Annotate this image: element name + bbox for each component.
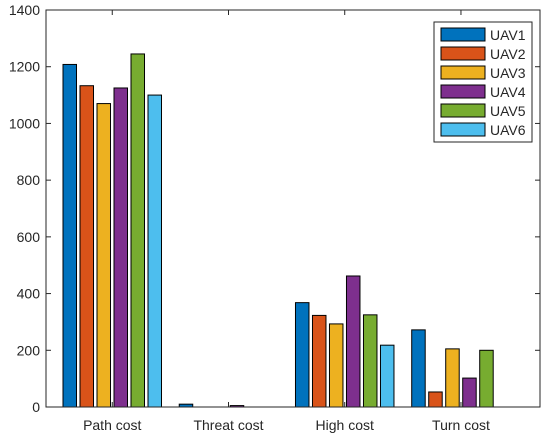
legend-swatch xyxy=(440,103,486,118)
bar-uav2-path-cost xyxy=(79,85,95,408)
legend-label: UAV3 xyxy=(490,65,526,81)
x-tick-label: Threat cost xyxy=(193,417,263,433)
bar-uav3-turn-cost xyxy=(445,348,460,408)
legend-swatch xyxy=(440,46,486,61)
bar-uav1-high-cost xyxy=(294,302,310,408)
bar-uav1-path-cost xyxy=(62,63,78,408)
y-tick-label: 800 xyxy=(17,172,41,188)
legend: UAV1 UAV2 UAV3 UAV4 UAV5 UAV6 xyxy=(433,21,533,143)
bar-uav5-high-cost xyxy=(362,314,378,408)
bars-layer xyxy=(62,53,494,408)
bar-uav6-high-cost xyxy=(379,344,395,408)
legend-label: UAV2 xyxy=(490,46,526,62)
y-tick-label: 0 xyxy=(32,399,40,415)
legend-label: UAV5 xyxy=(490,103,526,119)
legend-swatch xyxy=(440,65,486,80)
y-tick-label: 1000 xyxy=(9,115,40,131)
x-tick-label: Turn cost xyxy=(432,417,490,433)
y-tick-label: 200 xyxy=(17,342,41,358)
legend-swatch xyxy=(440,122,486,137)
bar-uav4-turn-cost xyxy=(462,377,477,408)
y-axis: 0 200 400 600 800 1000 1200 1400 xyxy=(9,2,540,415)
bar-uav5-path-cost xyxy=(130,53,146,408)
legend-box xyxy=(433,21,533,143)
bar-uav3-path-cost xyxy=(96,103,112,408)
y-tick-label: 400 xyxy=(17,286,41,302)
x-tick-label: High cost xyxy=(316,417,374,433)
bar-uav6-path-cost xyxy=(147,94,163,408)
y-tick-label: 1200 xyxy=(9,59,40,75)
bar-uav4-high-cost xyxy=(345,275,361,408)
plot-frame xyxy=(45,9,541,408)
y-tick-label: 1400 xyxy=(9,2,40,18)
legend-swatch xyxy=(440,84,486,99)
bar-uav5-turn-cost xyxy=(479,349,494,408)
bar-uav3-high-cost xyxy=(328,323,344,408)
bar-uav2-high-cost xyxy=(311,314,327,408)
x-tick-label: Path cost xyxy=(83,417,141,433)
bar-uav1-turn-cost xyxy=(411,329,426,408)
legend-swatch xyxy=(440,27,486,42)
bar-uav2-turn-cost xyxy=(428,391,443,408)
x-axis: Path cost Threat cost High cost Turn cost xyxy=(83,10,490,433)
bar-uav4-path-cost xyxy=(113,87,129,408)
y-tick-label: 600 xyxy=(17,229,41,245)
legend-label: UAV4 xyxy=(490,84,526,100)
legend-label: UAV6 xyxy=(490,122,526,138)
legend-label: UAV1 xyxy=(490,27,526,43)
